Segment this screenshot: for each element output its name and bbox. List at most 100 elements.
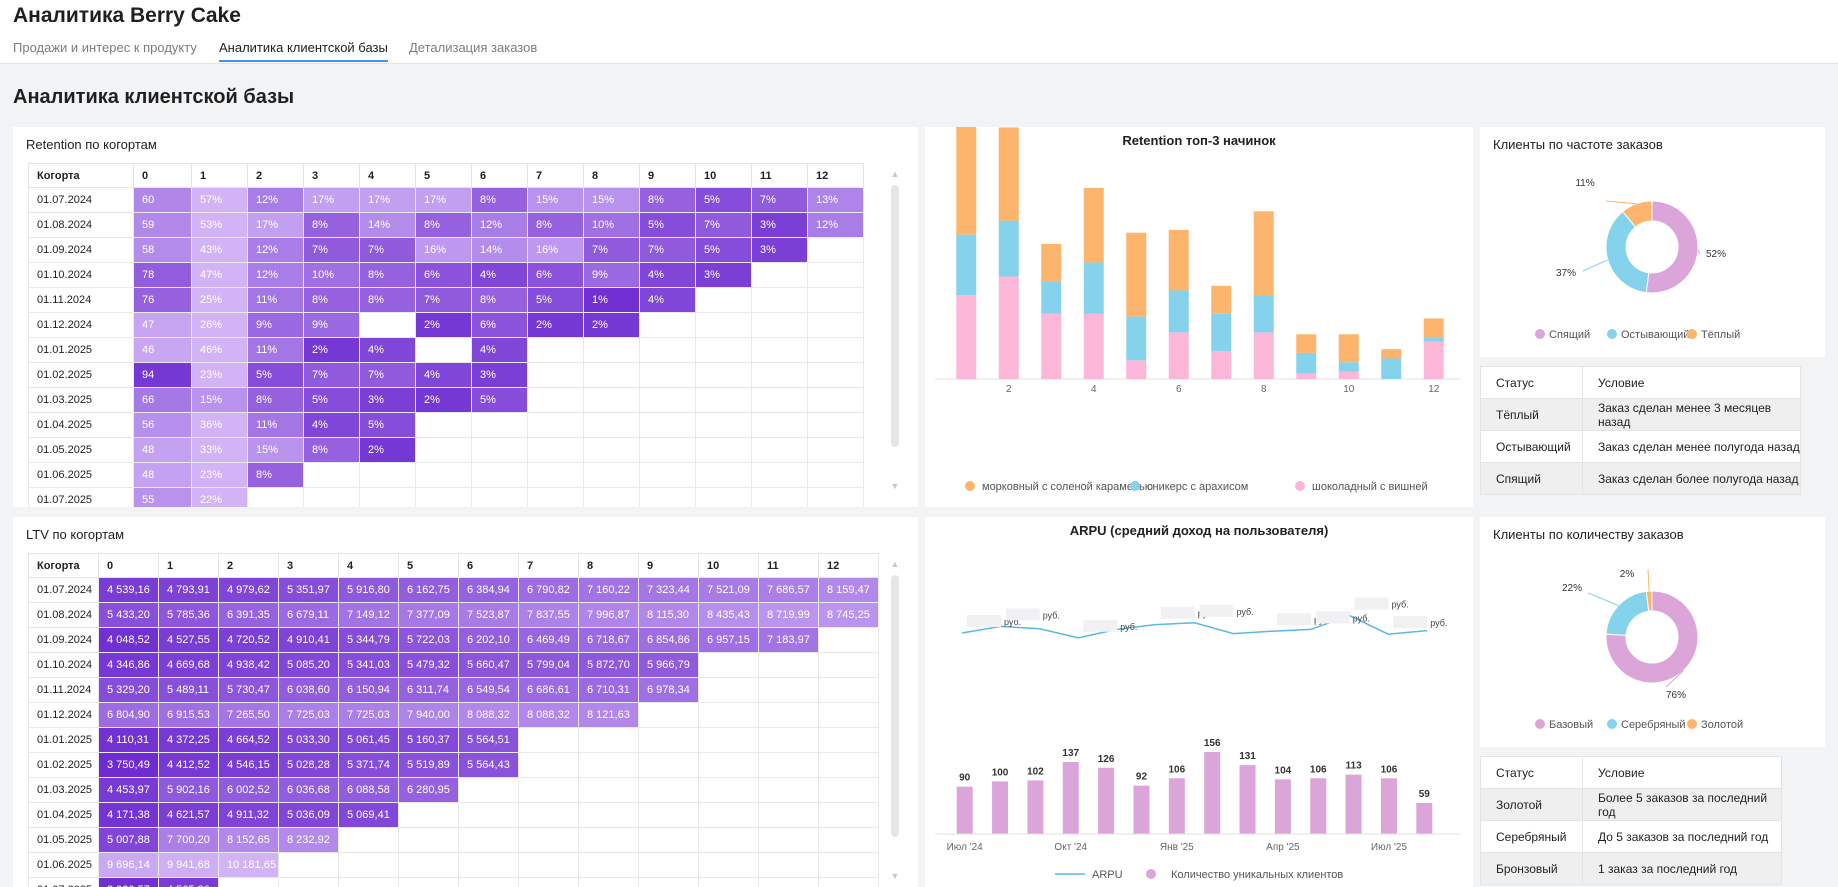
bar: [1062, 761, 1079, 834]
table-row: 01.07.2024 4 539,16 4 793,91 4 979,62 5 351,…: [28, 577, 879, 603]
x-tick-label: Июл '25: [1371, 842, 1408, 853]
value-cell: 8 152,65: [218, 827, 279, 853]
value-cell: [578, 777, 639, 803]
value-cell: 48: [133, 462, 192, 488]
value-cell: 5 660,47: [458, 652, 519, 678]
value-cell: 3 920,57: [98, 877, 159, 887]
value-cell: 4 539,16: [98, 577, 159, 603]
table-row: 01.05.2025 48 33% 15% 8% 2%: [28, 437, 864, 463]
value-cell: 7 725,03: [338, 702, 399, 728]
bar-segment: [1253, 211, 1274, 296]
value-cell: 8%: [303, 437, 360, 463]
value-cell: 12%: [471, 212, 528, 238]
slice-label: 52%: [1706, 249, 1726, 260]
value-cell: 4%: [639, 262, 696, 288]
value-cell: 8 745,25: [818, 602, 879, 628]
retention-scrollbar[interactable]: [891, 185, 899, 447]
value-cell: 48: [133, 437, 192, 463]
tab-client-analytics[interactable]: Аналитика клиентской базы: [219, 40, 388, 62]
value-cell: 6 915,53: [158, 702, 219, 728]
scroll-up-icon[interactable]: ▲: [890, 169, 900, 179]
value-cell: [698, 777, 759, 803]
value-cell: [695, 437, 752, 463]
value-cell: 6 854,86: [638, 627, 699, 653]
scroll-up-icon[interactable]: ▲: [890, 559, 900, 569]
value-cell: [458, 802, 519, 828]
value-cell: 4%: [471, 337, 528, 363]
value-cell: [458, 877, 519, 887]
condition-cell: Заказ сделан менее полугода назад: [1582, 430, 1801, 463]
bar-segment: [998, 127, 1019, 221]
tab-order-details[interactable]: Детализация заказов: [409, 40, 538, 55]
bar-segment: [1211, 313, 1232, 352]
value-cell: [818, 652, 879, 678]
value-cell: 7 323,44: [638, 577, 699, 603]
x-tick-label: 6: [1176, 384, 1182, 395]
value-cell: [818, 777, 879, 803]
value-cell: [527, 337, 584, 363]
column-header-12: 12: [807, 163, 864, 188]
value-cell: [807, 262, 864, 288]
arpu-label-box: [1083, 619, 1118, 632]
bar-segment: [1126, 360, 1147, 379]
bar-value-label: 156: [1204, 738, 1221, 749]
value-cell: [639, 487, 696, 507]
ltv-scrollbar[interactable]: [891, 575, 899, 837]
count-status-table: Статус Условие Золотой Более 5 заказов за п…: [1480, 756, 1782, 885]
column-header-7: 7: [527, 163, 584, 188]
value-cell: 6 280,95: [398, 777, 459, 803]
slice-leader-line: [1665, 670, 1684, 688]
value-cell: 2%: [359, 437, 416, 463]
retention-top3-panel: Retention топ-3 начинок 2 4 6 8 10 12 морковны…: [925, 127, 1473, 507]
bar-value-label: 106: [1168, 764, 1185, 775]
value-cell: 58: [133, 237, 192, 263]
value-cell: 4 720,52: [218, 627, 279, 653]
slice-label: 37%: [1556, 268, 1576, 279]
column-header-condition: Условие: [1582, 756, 1782, 789]
column-header-6: 6: [471, 163, 528, 188]
value-cell: 5 564,51: [458, 727, 519, 753]
value-cell: 4 669,68: [158, 652, 219, 678]
value-cell: 7%: [359, 237, 416, 263]
tab-sales[interactable]: Продажи и интерес к продукту: [13, 40, 197, 55]
value-cell: 5 329,20: [98, 677, 159, 703]
value-cell: [471, 462, 528, 488]
value-cell: 7 725,03: [278, 702, 339, 728]
bar-value-label: 137: [1062, 748, 1079, 759]
table-row: 01.11.2024 76 25% 11% 8% 8% 7% 8% 5% 1% 4%: [28, 287, 864, 313]
value-cell: 7 183,97: [758, 627, 819, 653]
column-header-1: 1: [158, 553, 219, 578]
value-cell: 8%: [415, 212, 472, 238]
value-cell: 4 793,91: [158, 577, 219, 603]
bar-segment: [1083, 188, 1104, 263]
bar-segment: [1338, 334, 1359, 363]
bar: [1380, 778, 1397, 834]
value-cell: 5 033,30: [278, 727, 339, 753]
slice-leader-line: [1697, 249, 1701, 255]
value-cell: [695, 462, 752, 488]
value-cell: [807, 462, 864, 488]
cohort-cell: 01.03.2025: [28, 777, 99, 803]
value-cell: 5 722,03: [398, 627, 459, 653]
column-header-cohort: Когорта: [28, 163, 134, 188]
value-cell: [698, 677, 759, 703]
value-cell: 5 036,09: [278, 802, 339, 828]
value-cell: 4%: [415, 362, 472, 388]
scroll-down-icon[interactable]: ▼: [890, 481, 900, 491]
value-cell: [578, 752, 639, 778]
cohort-cell: 01.11.2024: [28, 677, 99, 703]
bar-value-label: 106: [1310, 764, 1327, 775]
value-cell: [527, 462, 584, 488]
table-row: Бронзовый 1 заказ за последний год: [1480, 852, 1782, 885]
value-cell: [527, 412, 584, 438]
value-cell: 57%: [191, 187, 248, 213]
value-cell: 17%: [359, 187, 416, 213]
scroll-down-icon[interactable]: ▼: [890, 871, 900, 881]
value-cell: [807, 387, 864, 413]
column-header-9: 9: [639, 163, 696, 188]
value-cell: 4 110,31: [98, 727, 159, 753]
legend-marker: [1687, 329, 1697, 339]
cohort-cell: 01.06.2025: [28, 462, 134, 488]
value-cell: [578, 802, 639, 828]
bar-value-label: 92: [1136, 772, 1148, 783]
